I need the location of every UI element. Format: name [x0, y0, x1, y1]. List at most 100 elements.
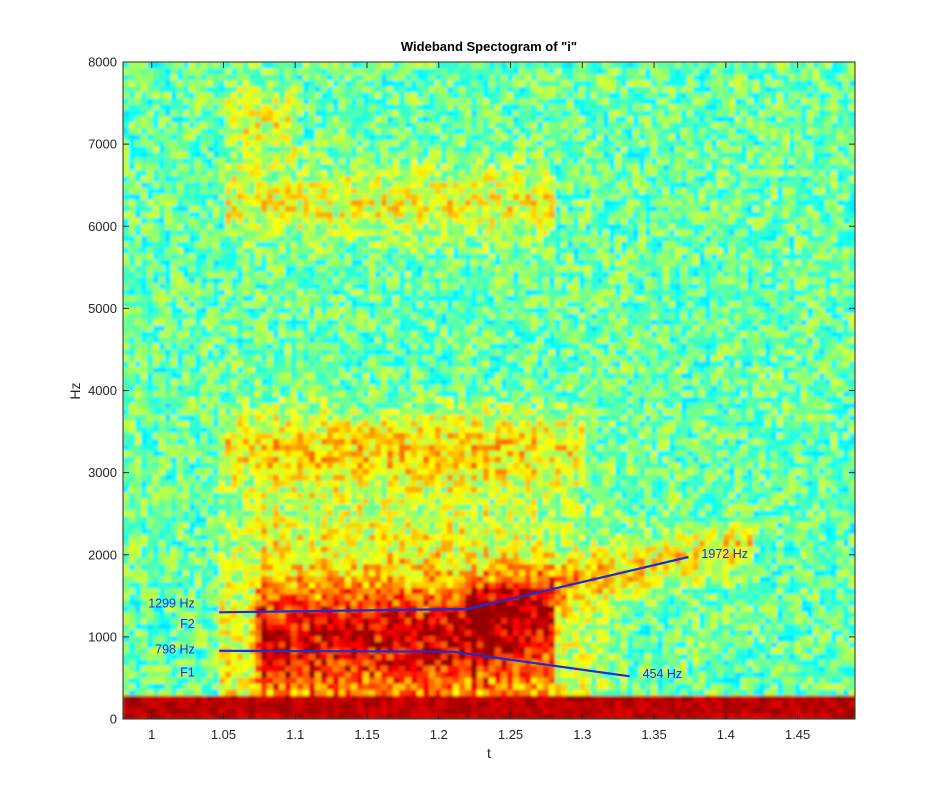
spectrogram-cell	[387, 480, 394, 487]
spectrogram-cell	[207, 354, 214, 362]
spectrogram-cell	[231, 97, 238, 105]
spectrogram-cell	[123, 247, 130, 254]
spectrogram-cell	[207, 557, 214, 565]
spectrogram-cell	[147, 217, 154, 224]
spectrogram-cell	[333, 121, 340, 129]
spectrogram-cell	[369, 677, 376, 684]
spectrogram-cell	[375, 653, 382, 660]
spectrogram-cell	[201, 360, 208, 368]
spectrogram-cell	[333, 468, 340, 475]
spectrogram-cell	[129, 205, 136, 212]
spectrogram-cell	[267, 193, 274, 200]
spectrogram-cell	[171, 587, 178, 595]
spectrogram-cell	[273, 486, 280, 493]
spectrogram-cell	[387, 205, 394, 212]
spectrogram-cell	[381, 599, 388, 607]
spectrogram-cell	[153, 420, 160, 427]
spectrogram-cell	[249, 109, 256, 117]
spectrogram-cell	[159, 539, 166, 547]
spectrogram-cell	[285, 432, 292, 439]
spectrogram-cell	[123, 73, 130, 81]
spectrogram-cell	[267, 324, 274, 332]
spectrogram-cell	[243, 605, 250, 613]
spectrogram-cell	[363, 348, 370, 356]
spectrogram-cell	[291, 193, 298, 200]
spectrogram-cell	[207, 199, 214, 206]
spectrogram-cell	[255, 713, 262, 719]
spectrogram-cell	[207, 151, 214, 159]
spectrogram-cell	[357, 372, 364, 380]
spectrogram-cell	[249, 629, 256, 636]
spectrogram-cell	[171, 581, 178, 589]
spectrogram-cell	[135, 360, 142, 368]
spectrogram-cell	[321, 408, 328, 415]
spectrogram-cell	[279, 480, 286, 487]
spectrogram-cell	[279, 372, 286, 380]
spectrogram-cell	[165, 641, 172, 648]
spectrogram-cell	[363, 551, 370, 559]
spectrogram-cell	[195, 545, 202, 553]
spectrogram-cell	[255, 342, 262, 350]
spectrogram-cell	[213, 557, 220, 565]
spectrogram-cell	[351, 163, 358, 171]
spectrogram-cell	[237, 229, 244, 236]
spectrogram-cell	[387, 235, 394, 242]
spectrogram-cell	[363, 139, 370, 147]
spectrogram-cell	[123, 229, 130, 236]
spectrogram-cell	[195, 354, 202, 362]
spectrogram-cell	[189, 229, 196, 236]
spectrogram-cell	[243, 217, 250, 224]
spectrogram-cell	[261, 115, 268, 123]
spectrogram-cell	[213, 414, 220, 421]
spectrogram-cell	[141, 330, 148, 338]
spectrogram-cell	[159, 378, 166, 386]
spectrogram-cell	[357, 390, 364, 398]
spectrogram-cell	[351, 342, 358, 350]
spectrogram-cell	[261, 689, 268, 696]
spectrogram-cell	[195, 599, 202, 607]
spectrogram-cell	[189, 450, 196, 457]
spectrogram-cell	[249, 695, 256, 702]
spectrogram-cell	[183, 181, 190, 189]
spectrogram-cell	[387, 545, 394, 553]
spectrogram-cell	[141, 599, 148, 607]
spectrogram-cell	[333, 360, 340, 368]
spectrogram-cell	[189, 348, 196, 356]
spectrogram-cell	[321, 569, 328, 577]
spectrogram-cell	[327, 438, 334, 445]
spectrogram-cell	[153, 277, 160, 284]
spectrogram-cell	[249, 707, 256, 714]
spectrogram-cell	[327, 503, 334, 511]
spectrogram-cell	[213, 509, 220, 517]
spectrogram-cell	[201, 653, 208, 660]
spectrogram-cell	[195, 486, 202, 493]
spectrogram-cell	[261, 677, 268, 684]
spectrogram-cell	[165, 450, 172, 457]
spectrogram-cell	[207, 193, 214, 200]
spectrogram-cell	[333, 402, 340, 410]
spectrogram-cell	[315, 527, 322, 535]
spectrogram-cell	[369, 73, 376, 81]
spectrogram-cell	[153, 569, 160, 577]
spectrogram-cell	[243, 133, 250, 141]
spectrogram-cell	[351, 486, 358, 493]
spectrogram-cell	[201, 438, 208, 445]
spectrogram-cell	[141, 85, 148, 93]
spectrogram-cell	[333, 73, 340, 81]
spectrogram-cell	[201, 91, 208, 99]
spectrogram-cell	[327, 175, 334, 183]
spectrogram-cell	[195, 677, 202, 684]
spectrogram-cell	[291, 563, 298, 571]
spectrogram-cell	[333, 91, 340, 99]
spectrogram-cell	[165, 175, 172, 183]
spectrogram-cell	[297, 336, 304, 344]
spectrogram-cell	[225, 551, 232, 559]
spectrogram-cell	[315, 127, 322, 135]
spectrogram-cell	[273, 103, 280, 111]
spectrogram-cell	[195, 223, 202, 230]
spectrogram-cell	[123, 390, 130, 398]
spectrogram-cell	[327, 247, 334, 254]
spectrogram-cell	[315, 486, 322, 493]
spectrogram-cell	[339, 67, 346, 75]
spectrogram-cell	[135, 336, 142, 344]
